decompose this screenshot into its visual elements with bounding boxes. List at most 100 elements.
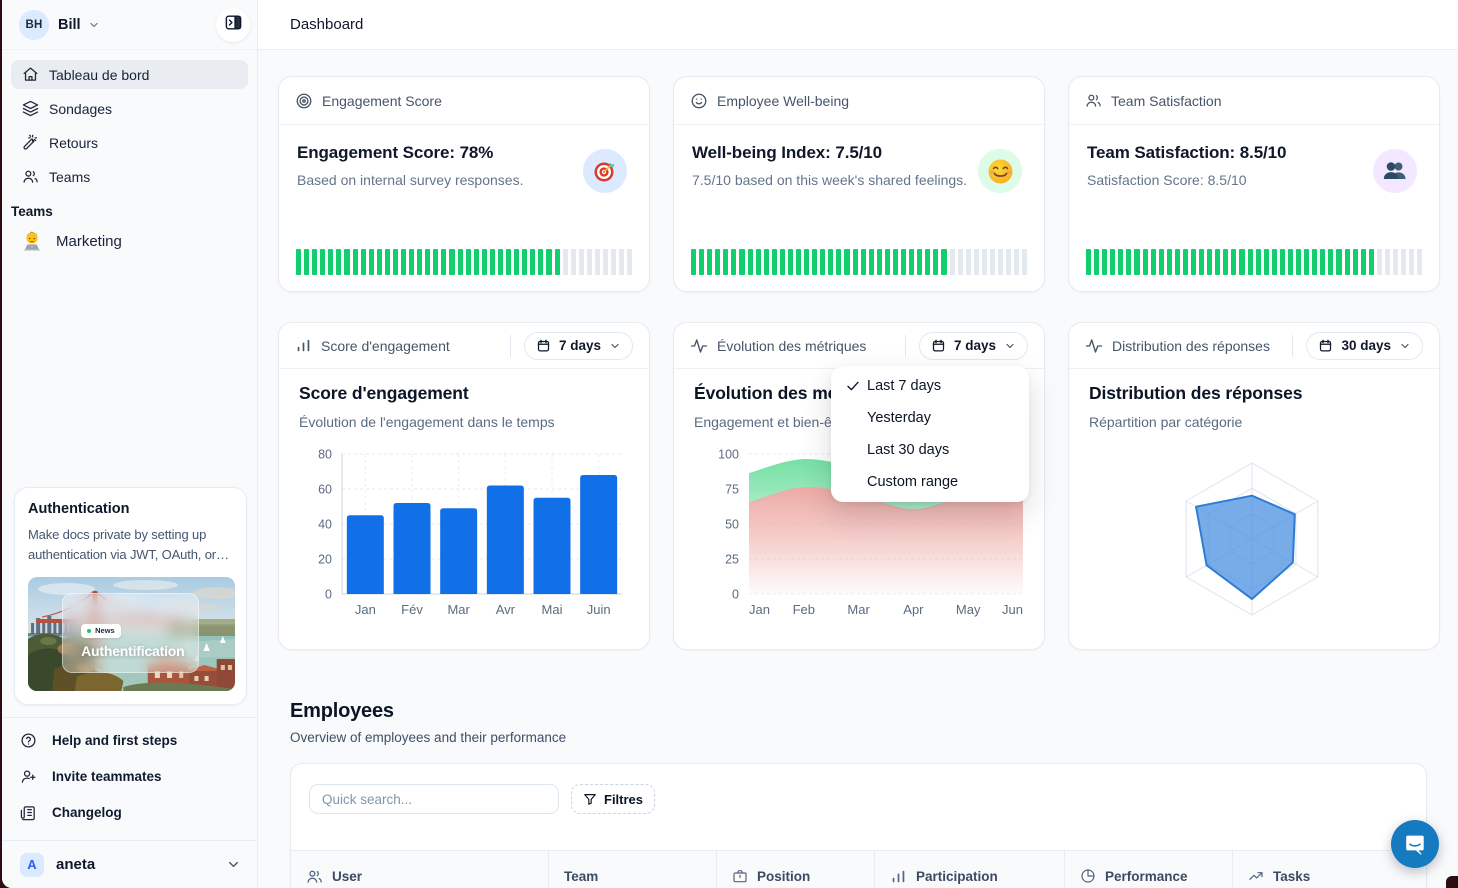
menu-item-custom-range[interactable]: Custom range [831,466,1029,498]
column-header-tasks[interactable]: Tasks [1233,851,1426,888]
intercom-chat-icon [1403,832,1427,856]
sidebar-item-tableau-de-bord[interactable]: Tableau de bord [11,60,248,89]
chart-card-header-label: Score d'engagement [321,337,450,354]
progress-segment [1368,249,1374,275]
chart-cards-row: Score d'engagement 7 days Score d'engage… [278,322,1440,650]
workspace-name: Bill [58,16,81,33]
column-header-position[interactable]: Position [717,851,875,888]
progress-segment [1006,249,1012,275]
intercom-launcher-button[interactable] [1391,820,1439,868]
date-range-button[interactable]: 7 days [918,331,1028,360]
progress-segment [1360,249,1366,275]
progress-segment [804,249,810,275]
sidebar-footer-invite-teammates[interactable]: Invite teammates [11,758,248,794]
filters-button[interactable]: Filtres [571,784,656,814]
progress-segment [1110,249,1116,275]
progress-segment [1328,249,1334,275]
column-label: User [332,868,363,884]
progress-segment [384,249,390,275]
sidebar-footer-help-and-first-steps[interactable]: Help and first steps [11,722,248,758]
progress-segment [901,249,907,275]
menu-item-yesterday[interactable]: Yesterday [831,402,1029,434]
progress-segment [481,249,487,275]
progress-segment [699,249,705,275]
svg-text:Avr: Avr [496,602,516,617]
progress-segment [1158,249,1164,275]
smiling-face-emoji [978,149,1022,193]
svg-text:0: 0 [732,588,739,602]
search-input[interactable] [309,784,559,814]
progress-segment [1287,249,1294,275]
sidebar-section-teams-label: Teams [11,204,53,219]
menu-item-last-30-days[interactable]: Last 30 days [831,434,1029,466]
column-header-participation[interactable]: Participation [875,851,1065,888]
chart-card-header-label: Évolution des métriques [717,337,867,354]
progress-segment [715,249,721,275]
sidebar-item-teams[interactable]: Teams [11,162,248,191]
busts-emoji [1373,149,1417,193]
sidebar: BH Bill Tableau de bord Sondages Retours… [2,0,258,888]
progress-segment [473,249,479,275]
footer-item-label: Help and first steps [52,732,178,748]
progress-segment [1255,249,1261,275]
progress-segment [1014,249,1020,275]
column-label: Team [564,868,599,884]
progress-segment [441,249,447,275]
employees-toolbar: Filtres [291,764,1426,814]
column-header-user[interactable]: User [291,851,549,888]
progress-segment [360,249,366,275]
date-range-label: 7 days [558,338,601,353]
column-header-performance[interactable]: Performance [1065,851,1233,888]
sidebar-item-sondages[interactable]: Sondages [11,94,248,123]
funnel-icon [583,792,597,806]
svg-text:Juin: Juin [587,602,611,617]
progress-segment [957,249,963,275]
progress-segment [981,249,987,275]
progress-segment [344,249,350,275]
chart-card-0: Score d'engagement 7 days Score d'engage… [278,322,650,650]
date-range-button[interactable]: 7 days [523,331,633,360]
sidebar-collapse-button[interactable] [216,7,250,42]
employees-panel: Filtres User Team Position Participation Per… [290,763,1427,888]
promo-image-caption: Authentification [81,642,185,659]
stat-caption: Based on internal survey responses. [297,172,524,188]
account-menu[interactable]: A aneta [2,840,257,888]
chevron-down-icon [609,340,621,352]
date-range-button[interactable]: 30 days [1306,331,1423,360]
progress-segment [707,249,713,275]
workspace-switcher[interactable]: BH Bill [2,0,257,50]
sidebar-item-retours[interactable]: Retours [11,128,248,157]
promo-card-authentication[interactable]: Authentication Make docs private by sett… [14,487,247,705]
progress-segment [763,249,769,275]
stat-metric: Team Satisfaction: 8.5/10 [1087,143,1287,162]
progress-segment [820,249,826,275]
stat-card-header-label: Engagement Score [322,92,442,109]
progress-segment [1376,249,1382,275]
progress-segment [392,249,399,275]
sidebar-footer-changelog[interactable]: Changelog [11,794,248,830]
sidebar-team-marketing[interactable]: Marketing [2,226,257,256]
stat-card-body: Team Satisfaction: 8.5/10 Satisfaction S… [1069,125,1439,188]
content: Engagement Score Engagement Score: 78% B… [258,50,1458,888]
progress-segment [1296,249,1302,275]
column-label: Tasks [1273,868,1311,884]
progress-segment [1223,249,1229,275]
promo-title: Authentication [28,501,130,517]
chevron-down-icon [88,19,100,31]
column-label: Performance [1105,868,1188,884]
progress-segment [1271,249,1277,275]
employees-header: Employees Overview of employees and thei… [290,700,1440,745]
stat-caption: Satisfaction Score: 8.5/10 [1087,172,1247,188]
sidebar-item-label: Teams [49,168,91,185]
menu-item-last-7-days[interactable]: Last 7 days [831,370,1029,402]
column-header-team[interactable]: Team [549,851,717,888]
date-range-menu: Last 7 days Yesterday Last 30 days Custo… [831,366,1029,502]
calendar-icon [536,338,551,353]
bar-chart-icon [295,337,312,354]
calendar-icon [931,338,946,353]
progress-segment [417,249,423,275]
header-divider [904,334,906,357]
progress-segment [336,249,342,275]
chart-header-controls: 7 days [904,331,1028,360]
progress-segment [836,249,842,275]
